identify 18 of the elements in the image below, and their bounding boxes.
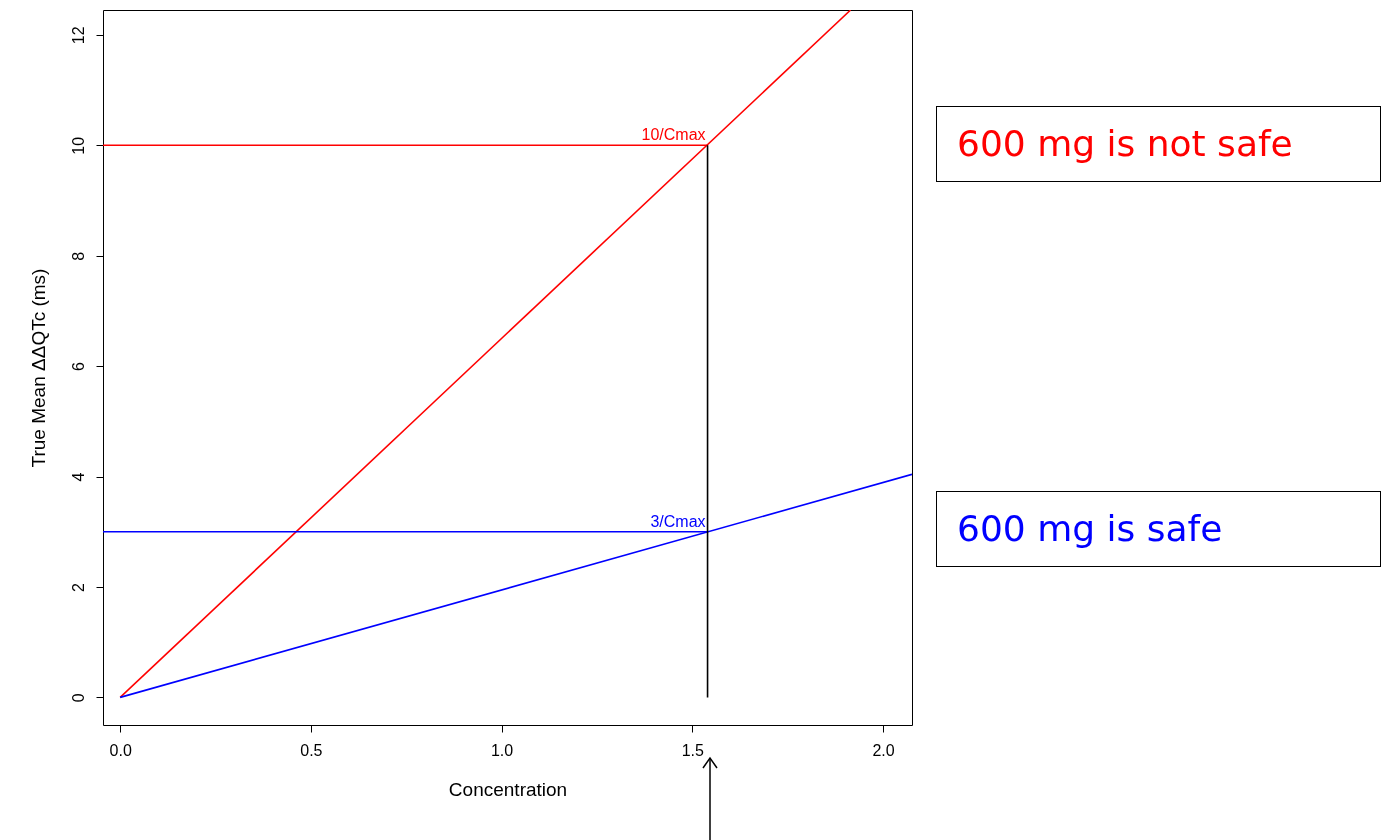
annotation: 10/Cmax (641, 126, 706, 144)
x-tick-label: 1.5 (681, 741, 705, 759)
y-tick-label: 10 (69, 136, 87, 155)
y-tick-label: 2 (69, 582, 87, 592)
text: 600 mg is safe (936, 491, 1381, 567)
y-axis-title: True Mean ΔΔQTc (ms) (27, 268, 49, 468)
y-tick-label: 6 (69, 362, 87, 372)
y-tick-label: 0 (69, 693, 87, 703)
text: 600 mg is not safe (936, 106, 1381, 182)
y-tick-label: 4 (69, 472, 87, 482)
x-tick-label: 0.0 (109, 741, 132, 759)
y-tick-label: 12 (69, 26, 87, 45)
y-tick-label: 8 (69, 251, 87, 261)
x-axis-title: Concentration (448, 778, 568, 800)
x-tick-label: 1.0 (490, 741, 514, 759)
annotation: 3/Cmax (650, 512, 706, 530)
x-tick-label: 0.5 (300, 741, 323, 759)
x-tick-label: 2.0 (872, 741, 895, 759)
